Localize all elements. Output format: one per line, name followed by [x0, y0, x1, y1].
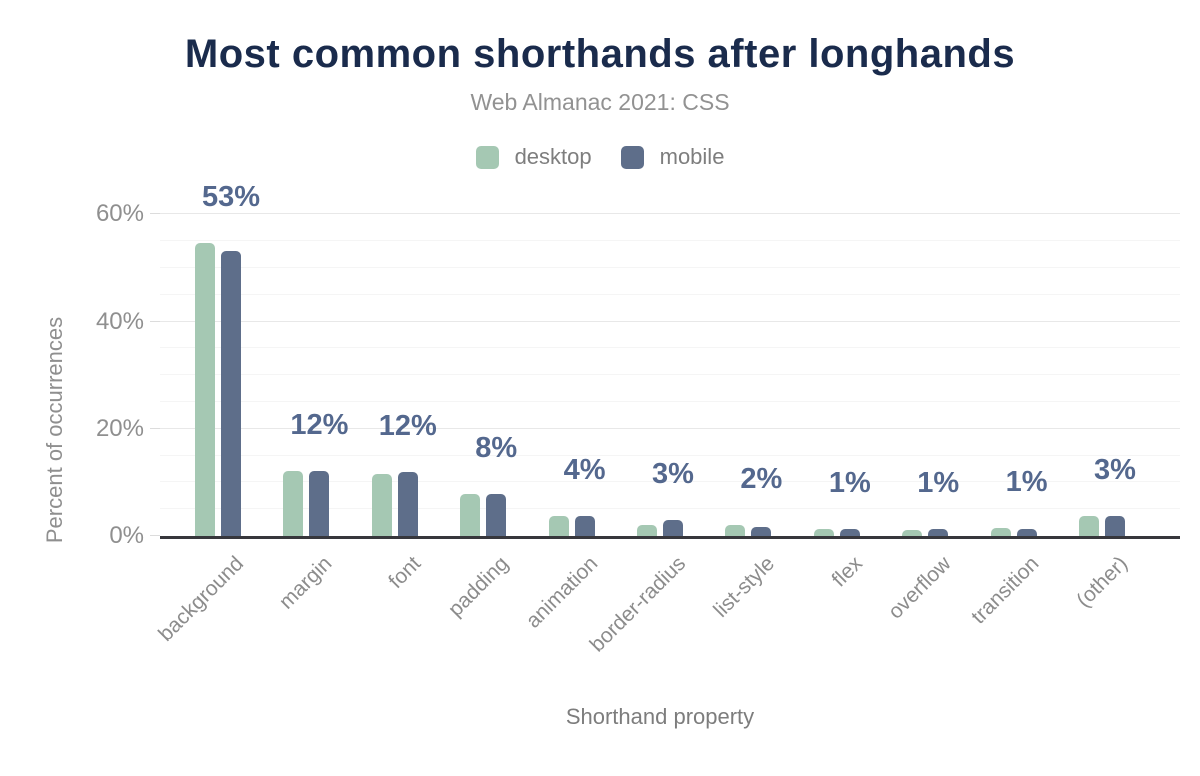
bar-desktop-flex[interactable] — [813, 529, 834, 536]
bar-group-overflow — [881, 190, 969, 536]
bar-mobile-font[interactable] — [397, 472, 418, 536]
value-label-overflow: 1% — [917, 466, 960, 499]
bar-mobile-transition[interactable] — [1016, 528, 1037, 536]
value-label-font: 12% — [378, 410, 437, 443]
gridline-35 — [160, 347, 1180, 349]
x-tick-label: overflow — [883, 552, 956, 624]
gridline-60 — [160, 213, 1180, 215]
bar-desktop-(other)[interactable] — [1079, 516, 1099, 536]
bar-desktop-background[interactable] — [195, 243, 215, 536]
value-label-flex: 1% — [828, 466, 871, 499]
value-label-animation: 4% — [563, 454, 606, 487]
value-label-padding: 8% — [475, 431, 518, 464]
value-label-list-style: 2% — [740, 463, 783, 496]
desktop-swatch-icon — [475, 145, 499, 169]
chart-title: Most common shorthands after longhands — [184, 32, 1016, 76]
y-tickmark — [150, 213, 160, 215]
value-label-background: 53% — [201, 181, 261, 214]
mobile-swatch-icon — [620, 145, 644, 169]
x-tick-label: animation — [521, 552, 602, 633]
y-tickmark — [150, 320, 160, 322]
legend-item-desktop[interactable]: desktop — [475, 144, 592, 170]
bar-group-font — [351, 190, 439, 536]
bar-mobile-(other)[interactable] — [1105, 515, 1125, 536]
bar-desktop-animation[interactable] — [548, 516, 569, 536]
plot-area: 0% 20% 40% 60% 53% background 12% margin 12% font… — [96, 183, 1180, 657]
gridline-55 — [160, 240, 1180, 242]
bar-mobile-border-radius[interactable] — [663, 519, 683, 536]
bar-desktop-border-radius[interactable] — [637, 524, 657, 536]
bar-group-transition — [970, 190, 1058, 536]
bar-group-list-style — [704, 190, 792, 536]
bar-group-flex — [793, 190, 881, 536]
bar-group-border-radius — [616, 190, 704, 536]
bar-mobile-padding[interactable] — [486, 493, 507, 536]
bar-group-(other) — [1058, 190, 1146, 536]
gridline-15 — [160, 454, 1180, 456]
chart-subtitle: Web Almanac 2021: CSS — [470, 89, 730, 115]
x-axis-title: Shorthand property — [565, 704, 755, 729]
bar-mobile-list-style[interactable] — [751, 527, 772, 536]
bar-desktop-list-style[interactable] — [725, 525, 746, 536]
x-tick-label: flex — [827, 552, 868, 592]
x-tick-label: (other) — [1072, 552, 1133, 613]
x-tick-label: margin — [274, 552, 337, 614]
x-tick-label: list-style — [708, 552, 779, 622]
x-tick-label: background — [154, 552, 249, 646]
gridline-50 — [160, 267, 1180, 268]
gridline-10 — [160, 481, 1180, 483]
gridline-5 — [160, 508, 1180, 510]
bar-group-animation — [528, 190, 616, 536]
y-tick-label: 0% — [109, 522, 144, 549]
gridline-20 — [160, 427, 1180, 429]
legend-item-mobile[interactable]: mobile — [620, 144, 725, 170]
bar-mobile-flex[interactable] — [839, 528, 860, 536]
y-tickmark — [150, 427, 160, 429]
bar-group-margin — [262, 190, 350, 536]
x-tick-label: font — [384, 552, 426, 594]
y-tick-label: 40% — [95, 307, 144, 335]
y-tickmark — [150, 535, 160, 536]
y-tick-label: 20% — [95, 414, 144, 442]
bar-group-padding — [439, 190, 527, 536]
bar-desktop-padding[interactable] — [460, 494, 481, 536]
legend-label: mobile — [659, 144, 725, 169]
x-tick-label: transition — [967, 552, 1044, 629]
bar-desktop-overflow[interactable] — [902, 530, 923, 536]
bar-desktop-margin[interactable] — [283, 470, 304, 536]
bar-mobile-margin[interactable] — [309, 470, 330, 536]
gridline-45 — [160, 293, 1180, 295]
legend-label: desktop — [514, 144, 592, 169]
gridline-40 — [160, 320, 1180, 322]
bar-mobile-overflow[interactable] — [928, 528, 949, 536]
value-label-transition: 1% — [1005, 465, 1048, 498]
bar-desktop-transition[interactable] — [990, 527, 1011, 536]
value-label-(other): 3% — [1094, 453, 1136, 486]
value-label-border-radius: 3% — [652, 457, 694, 490]
bar-mobile-background[interactable] — [221, 250, 241, 536]
gridline-25 — [160, 401, 1180, 402]
y-tick-label: 60% — [95, 200, 144, 228]
value-label-margin: 12% — [290, 408, 349, 441]
gridline-30 — [160, 374, 1180, 376]
bar-desktop-font[interactable] — [371, 474, 392, 536]
bar-group-background — [174, 190, 262, 536]
bar-mobile-animation[interactable] — [574, 516, 595, 536]
legend: desktop mobile — [0, 144, 1200, 170]
x-tick-label: padding — [444, 552, 514, 622]
